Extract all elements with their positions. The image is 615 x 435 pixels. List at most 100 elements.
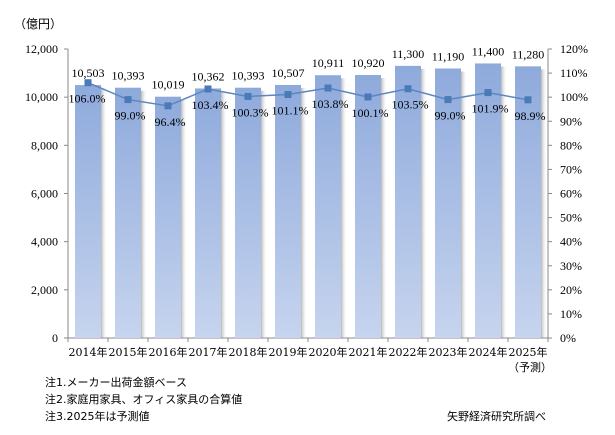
left-tick-label: 0 [52,331,58,345]
growth-rate-label: 103.5% [392,98,429,112]
bar-2020年 [315,75,341,339]
right-tick-label: 60% [560,187,582,201]
x-tick-label: 2024年 [469,345,508,359]
growth-rate-label: 103.4% [192,98,229,112]
left-tick-label: 4,000 [31,235,58,249]
growth-rate-label: 101.1% [272,104,309,118]
left-tick-label: 10,000 [25,90,58,104]
bar-shadow [421,68,427,338]
bar-shadow [101,88,107,338]
right-tick-label: 110% [560,66,588,80]
bar-shadow [141,90,147,338]
x-tick-label: 2014年 [69,345,108,359]
bar-value-label: 10,393 [112,69,145,83]
bar-value-label: 11,190 [432,50,465,64]
x-tick-label: 2017年 [189,345,228,359]
right-tick-label: 10% [560,307,582,321]
growth-rate-marker [244,92,252,100]
bar-shadow [381,78,387,338]
growth-rate-label: 96.4% [155,115,186,129]
growth-rate-label: 99.0% [115,109,146,123]
x-tick-label: 2016年 [149,345,188,359]
bar-2019年 [275,84,301,338]
note-3: 注3.2025年は予測値 [45,410,150,423]
bar-value-label: 11,280 [512,47,545,61]
growth-rate-marker [84,79,92,87]
right-tick-label: 0% [560,331,576,345]
bar-shadow [181,99,187,339]
bar-shadow [341,78,347,339]
growth-rate-line [87,82,529,107]
bar-value-label: 10,920 [352,56,385,70]
x-tick-label: 2022年 [389,345,428,359]
right-tick-label: 80% [560,138,582,152]
right-tick-label: 40% [560,235,582,249]
bar-shadow [461,71,467,338]
bar-value-label: 10,911 [312,56,345,70]
x-tick-label: 2021年 [349,345,388,359]
growth-rate-marker [444,96,452,104]
source-label: 矢野経済研究所調べ [447,410,546,423]
growth-rate-marker [284,91,292,99]
bar-value-label: 11,400 [472,44,505,58]
x-tick-label: 2019年 [269,345,308,359]
left-tick-label: 2,000 [31,283,58,297]
bar-value-label: 10,507 [272,66,305,80]
growth-rate-label: 98.9% [515,109,546,123]
note-2: 注2.家庭用家具、オフィス家具の合算値 [45,393,243,406]
note-1: 注1.メーカー出荷金額ベース [45,376,187,389]
left-tick-label: 12,000 [25,42,58,56]
bar-2014年 [75,85,101,338]
bar-value-label: 10,393 [232,69,265,83]
left-tick-label: 6,000 [31,187,58,201]
x-tick-sublabel: （予測） [508,360,552,374]
bar-value-label: 10,503 [72,66,105,80]
growth-rate-marker [404,85,412,93]
bar-shadow [501,66,507,338]
x-tick-label: 2025年 [509,345,548,359]
right-tick-label: 50% [560,211,582,225]
growth-rate-marker [484,89,492,97]
growth-rate-marker [124,96,132,104]
bar-value-label: 10,019 [152,78,185,92]
growth-rate-label: 106.0% [69,92,106,106]
x-tick-label: 2015年 [109,345,148,359]
x-tick-label: 2020年 [309,345,348,359]
right-tick-label: 30% [560,259,582,273]
bar-2022年 [395,65,421,338]
bar-2025年 [515,66,541,338]
right-tick-label: 70% [560,162,582,176]
growth-rate-marker [364,93,372,101]
right-tick-label: 120% [560,42,588,56]
bar-shadow [221,91,227,338]
right-tick-label: 100% [560,90,588,104]
right-tick-label: 90% [560,114,582,128]
growth-rate-label: 100.1% [352,106,389,120]
growth-rate-marker [164,102,172,110]
bar-2024年 [475,63,501,338]
left-tick-label: 8,000 [31,138,58,152]
growth-rate-marker [204,85,212,93]
bar-2016年 [155,96,181,339]
bar-2015年 [115,87,141,338]
bar-2021年 [355,75,381,338]
growth-rate-marker [524,96,532,104]
bar-shadow [301,87,307,338]
bar-value-label: 11,300 [392,47,425,61]
x-tick-label: 2018年 [229,345,268,359]
unit-label: （億円） [14,17,62,31]
bar-2018年 [235,87,261,338]
bar-2017年 [195,88,221,338]
growth-rate-label: 99.0% [435,109,466,123]
growth-rate-label: 103.8% [312,97,349,111]
x-tick-label: 2023年 [429,345,468,359]
bar-value-label: 10,362 [192,69,225,83]
growth-rate-label: 101.9% [472,102,509,116]
right-tick-label: 20% [560,283,582,297]
growth-rate-label: 100.3% [232,105,269,119]
growth-rate-marker [324,84,332,92]
bar-shadow [261,90,267,338]
bar-shadow [541,69,547,338]
